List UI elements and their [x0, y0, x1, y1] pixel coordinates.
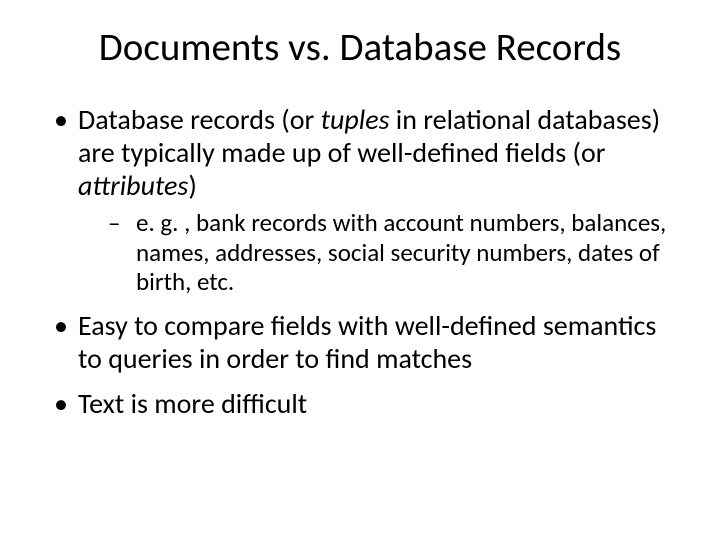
- sub-bullet-1-text: e. g. , bank records with account number…: [136, 207, 666, 297]
- bullet-list: Database records (or tuples in relationa…: [48, 103, 672, 420]
- slide-title: Documents vs. Database Records: [48, 24, 672, 71]
- slide: Documents vs. Database Records Database …: [0, 0, 720, 540]
- bullet-2-text: Easy to compare fields with well-defined…: [78, 308, 656, 376]
- bullet-item-1: Database records (or tuples in relationa…: [48, 103, 672, 297]
- bullet-item-2: Easy to compare fields with well-defined…: [48, 309, 672, 375]
- bullet-item-3: Text is more difficult: [48, 387, 672, 420]
- bullet-1-italic-attributes: attributes: [78, 168, 188, 203]
- bullet-3-text: Text is more difficult: [78, 386, 307, 421]
- bullet-1-text-post: ): [188, 168, 197, 203]
- sub-bullet-list: e. g. , bank records with account number…: [78, 208, 672, 297]
- sub-bullet-item-1: e. g. , bank records with account number…: [78, 208, 672, 297]
- bullet-1-italic-tuples: tuples: [321, 102, 390, 137]
- bullet-1-text-pre: Database records (or: [78, 102, 321, 137]
